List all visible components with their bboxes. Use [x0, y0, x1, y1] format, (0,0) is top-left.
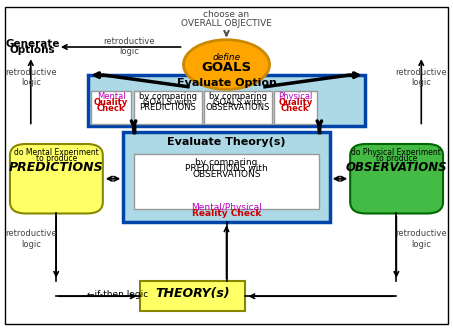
FancyBboxPatch shape	[10, 144, 103, 213]
FancyBboxPatch shape	[5, 7, 448, 324]
Text: OBSERVATIONS: OBSERVATIONS	[192, 169, 261, 179]
Text: THEORY(s): THEORY(s)	[155, 287, 230, 301]
FancyBboxPatch shape	[134, 91, 202, 124]
Text: PREDICTIONS: PREDICTIONS	[139, 103, 196, 113]
Text: Mental/Physical: Mental/Physical	[191, 203, 262, 212]
FancyBboxPatch shape	[134, 154, 319, 209]
FancyBboxPatch shape	[91, 91, 131, 124]
Text: Generate: Generate	[5, 39, 60, 49]
FancyBboxPatch shape	[274, 91, 317, 124]
Text: to produce: to produce	[376, 154, 417, 163]
Text: Options: Options	[10, 45, 55, 55]
Text: Reality Check: Reality Check	[192, 209, 261, 218]
Text: Quality: Quality	[94, 98, 128, 107]
Text: do Physical Experiment: do Physical Experiment	[352, 148, 441, 157]
Text: Check: Check	[97, 104, 125, 113]
Text: ←if-then logic: ←if-then logic	[87, 290, 149, 299]
Text: retroductive
logic: retroductive logic	[395, 229, 447, 249]
Text: retroductive
logic: retroductive logic	[5, 229, 57, 249]
Text: OVERALL OBJECTIVE: OVERALL OBJECTIVE	[181, 19, 272, 28]
Text: Mental: Mental	[96, 92, 125, 101]
Text: by comparing: by comparing	[195, 158, 258, 167]
Text: GOALS: GOALS	[202, 61, 251, 74]
Text: by comparing: by comparing	[209, 92, 267, 101]
Text: GOALS with: GOALS with	[213, 98, 262, 107]
FancyBboxPatch shape	[204, 91, 272, 124]
Text: Evaluate Option: Evaluate Option	[177, 78, 276, 88]
Text: OBSERVATIONS: OBSERVATIONS	[206, 103, 270, 113]
FancyBboxPatch shape	[140, 281, 245, 311]
Text: Check: Check	[281, 104, 309, 113]
Text: OBSERVATIONS: OBSERVATIONS	[346, 161, 447, 174]
Text: do Mental Experiment: do Mental Experiment	[14, 148, 99, 157]
Text: to produce: to produce	[35, 154, 77, 163]
FancyBboxPatch shape	[350, 144, 443, 213]
Text: PREDICTIONS: PREDICTIONS	[9, 161, 103, 174]
Text: define: define	[212, 53, 241, 62]
Text: retroductive
logic: retroductive logic	[103, 37, 155, 56]
Text: Evaluate Theory(s): Evaluate Theory(s)	[167, 137, 286, 147]
Text: retroductive
logic: retroductive logic	[395, 68, 447, 87]
Text: Quality: Quality	[278, 98, 313, 107]
Text: PREDICTIONS with: PREDICTIONS with	[185, 164, 268, 173]
Text: retroductive
logic: retroductive logic	[5, 68, 57, 87]
Text: choose an: choose an	[203, 10, 250, 20]
Ellipse shape	[183, 40, 270, 89]
Text: GOALS with: GOALS with	[143, 98, 192, 107]
FancyBboxPatch shape	[88, 75, 365, 126]
Text: Physical: Physical	[278, 92, 313, 101]
FancyBboxPatch shape	[123, 132, 330, 222]
Text: by comparing: by comparing	[139, 92, 197, 101]
